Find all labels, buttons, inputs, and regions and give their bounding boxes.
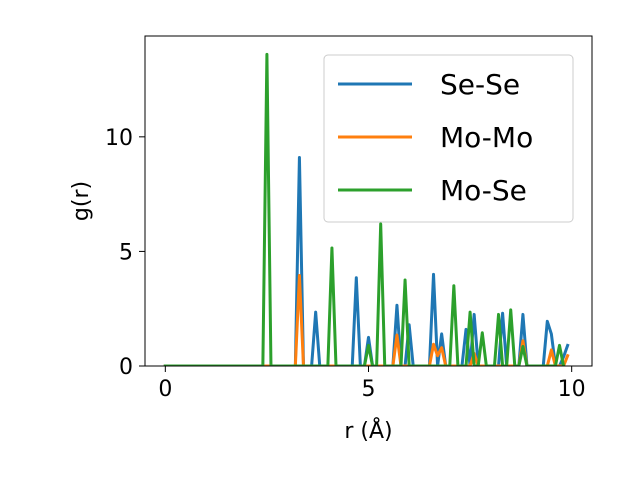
axis-ticks: 0 5 10 0 5 10 (105, 126, 586, 402)
y-tick-label: 10 (105, 126, 133, 151)
y-tick-label: 0 (119, 355, 133, 380)
plot-frame (144, 35, 593, 367)
legend-label: Mo-Mo (440, 121, 533, 154)
series-line-mo-se (163, 52, 566, 366)
legend-label: Se-Se (440, 68, 520, 101)
legend: Se-Se Mo-Mo Mo-Se (323, 54, 574, 223)
legend-label: Mo-Se (440, 174, 527, 207)
series-line-mo-mo (163, 273, 570, 366)
y-axis-label: g(r) (69, 181, 94, 221)
x-axis-label: r (Å) (344, 417, 392, 444)
x-tick-label: 0 (158, 377, 172, 402)
y-tick-label: 5 (119, 240, 133, 265)
x-tick-label: 5 (362, 377, 376, 402)
x-tick-label: 10 (558, 377, 586, 402)
legend-box (323, 54, 574, 223)
